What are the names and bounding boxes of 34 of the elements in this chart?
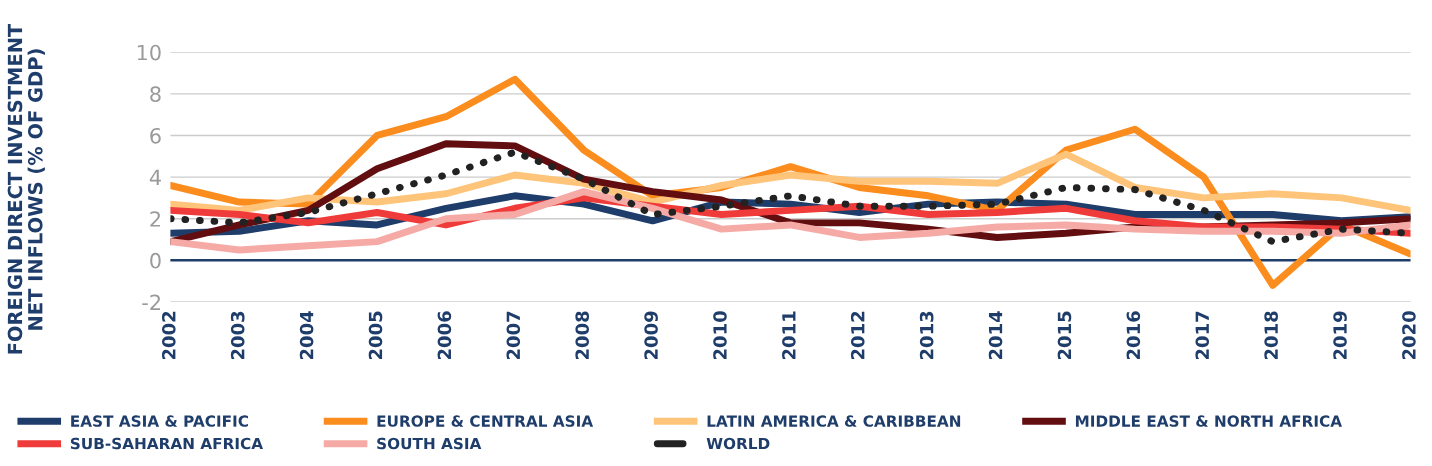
legend-label: LATIN AMERICA & CARIBBEAN bbox=[707, 415, 961, 427]
x-tick-label: 2014 bbox=[988, 311, 1003, 360]
y-tick-label: 4 bbox=[149, 169, 161, 185]
legend-label: MIDDLE EAST & NORTH AFRICA bbox=[1075, 415, 1342, 427]
x-tick-label: 2012 bbox=[850, 311, 865, 360]
x-tick-label: 2016 bbox=[1126, 311, 1141, 360]
x-tick-label: 2008 bbox=[575, 311, 590, 360]
x-tick-label: 2013 bbox=[919, 311, 934, 360]
y-axis-title: FOREIGN DIRECT INVESTMENT NET INFLOWS (% OF GDP) bbox=[7, 23, 45, 354]
x-tick-label: 2004 bbox=[299, 311, 314, 360]
x-tick-label: 2003 bbox=[230, 311, 245, 360]
legend-label: SOUTH ASIA bbox=[377, 437, 482, 450]
y-tick-label: 2 bbox=[150, 211, 160, 227]
x-tick-label: 2020 bbox=[1402, 311, 1416, 360]
legend-label: EAST ASIA & PACIFIC bbox=[71, 415, 248, 427]
x-tick-label: 2015 bbox=[1057, 311, 1072, 360]
legend-label: EUROPE & CENTRAL ASIA bbox=[377, 415, 594, 427]
y-tick-label: -2 bbox=[142, 294, 160, 310]
x-tick-label: 2019 bbox=[1333, 311, 1347, 360]
y-tick-label: 10 bbox=[137, 44, 161, 61]
y-tick-label: 6 bbox=[150, 127, 161, 144]
x-tick-label: 2011 bbox=[782, 311, 796, 360]
x-tick-label: 2018 bbox=[1264, 311, 1278, 360]
y-tick-label: 0 bbox=[150, 252, 161, 269]
x-tick-label: 2002 bbox=[161, 311, 176, 360]
x-tick-label: 2017 bbox=[1195, 311, 1210, 360]
y-tick-label: 8 bbox=[150, 86, 161, 103]
legend-label: WORLD bbox=[706, 437, 770, 450]
x-tick-label: 2006 bbox=[437, 311, 452, 360]
x-tick-label: 2009 bbox=[644, 311, 658, 360]
x-tick-label: 2010 bbox=[713, 311, 727, 360]
x-tick-label: 2005 bbox=[368, 311, 383, 360]
legend-label: SUB-SAHARAN AFRICA bbox=[70, 437, 263, 450]
x-tick-label: 2007 bbox=[506, 311, 521, 360]
